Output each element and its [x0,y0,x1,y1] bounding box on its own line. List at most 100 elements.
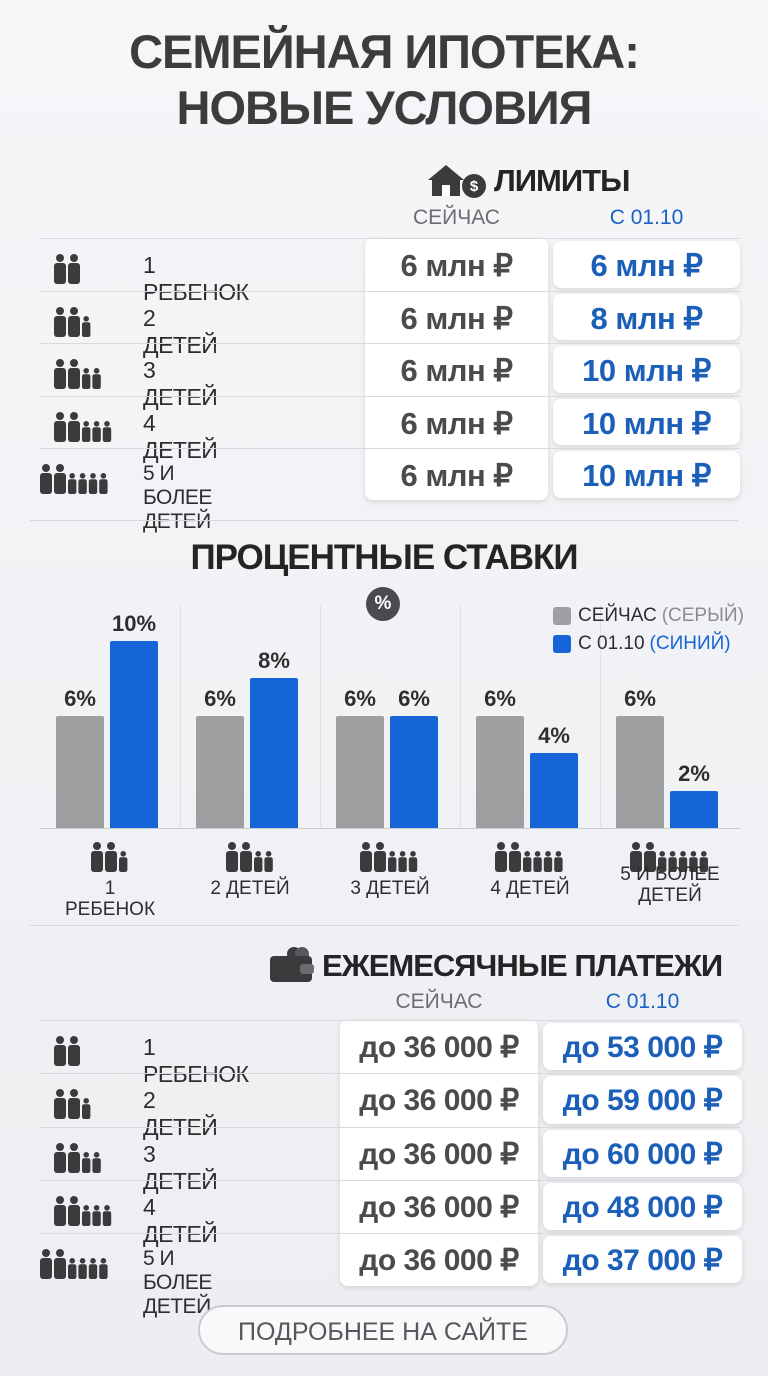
row-icon [38,456,112,499]
column-header: С 01.10 [609,206,684,229]
rates-chart: ПРОЦЕНТНЫЕ СТАВКИ% 6% 10% 1 РЕБЕНОК 6% 8% 2 ДЕ… [0,530,768,920]
group-divider [180,605,181,828]
value-label: 6% [624,685,656,711]
legend-swatch [553,635,571,653]
current-value: до 36 000 ₽ [359,1084,519,1118]
category-label: 2 ДЕТЕЙ [210,878,290,899]
legend-entry: С 01.10 (СИНИЙ) [578,633,731,655]
current-value: до 36 000 ₽ [359,1244,519,1278]
column-header: С 01.10 [605,990,680,1013]
category-label: 5 И БОЛЕЕ ДЕТЕЙ [620,864,720,906]
new-value-card [543,1076,742,1124]
category-label: 4 ДЕТЕЙ [490,878,570,899]
table-row [40,1179,740,1234]
family-icon [54,1195,112,1226]
table-row [40,343,740,397]
family-icon [360,842,418,872]
new-value-card [553,398,740,445]
bar [250,678,298,828]
table-row [40,238,740,292]
row-icon [52,1028,84,1071]
payments-title: ЕЖЕМЕСЯЧНЫЕ ПЛАТЕЖИ [322,948,723,983]
title-line: НОВЫЕ УСЛОВИЯ [176,81,593,134]
new-value: до 60 000 ₽ [562,1137,723,1171]
row-label: 2 ДЕТЕЙ [143,304,218,358]
group-divider [320,605,321,828]
limits-title: ЛИМИТЫ [494,163,630,198]
divider [30,925,738,926]
category-icon [600,836,740,877]
table-row [40,1020,740,1074]
family-icon [495,842,563,872]
legend-note: (СИНИЙ) [649,633,731,654]
badge: % [366,587,400,621]
category-icon [40,836,180,877]
value-label: 6% [204,685,236,711]
value-label: 6% [398,685,430,711]
house-icon: $ [428,165,486,198]
bar [670,790,718,828]
value-label: 2% [678,760,710,786]
details-button[interactable]: ПОДРОБНЕЕ НА САЙТЕ [198,1305,568,1355]
current-value: до 36 000 ₽ [359,1031,519,1064]
row-icon [52,1135,105,1178]
row-icon [52,351,105,394]
table-row [40,290,740,345]
chart-title: ПРОЦЕНТНЫЕ СТАВКИ [190,538,578,577]
new-value: до 53 000 ₽ [562,1031,723,1064]
current-value: 6 млн ₽ [400,353,513,388]
table-row [40,395,740,450]
table-row [40,1073,740,1127]
bar [110,641,158,828]
table-row [40,448,740,502]
column-header: СЕЙЧАС [395,990,483,1013]
row-icon [52,1188,115,1231]
new-value-card [543,1236,742,1284]
current-value: 6 млн ₽ [400,300,513,336]
row-label: 1 РЕБЕНОК [143,252,249,305]
column-header: СЕЙЧАС [413,206,500,229]
current-column [365,238,548,500]
family-icon [54,1089,91,1120]
new-value: 6 млн ₽ [590,248,703,283]
row-icon [38,1241,112,1284]
legend-name: СЕЙЧАС [578,605,657,626]
family-icon [40,1249,108,1280]
value-label: 10% [111,611,157,636]
row-icon [52,299,94,342]
new-value-card [553,451,740,498]
row-label: 4 ДЕТЕЙ [143,409,218,463]
new-value: 8 млн ₽ [590,300,703,336]
current-value: 6 млн ₽ [400,405,513,441]
value-label: 6% [344,685,376,711]
family-icon [54,411,112,442]
row-icon [52,404,115,447]
current-value: до 36 000 ₽ [359,1190,519,1224]
family-icon [54,254,80,284]
svg-text:$: $ [470,178,479,195]
group-divider [460,605,461,828]
new-value-card [543,1129,742,1177]
category-icon [460,836,600,877]
new-value-card [543,1023,742,1071]
value-label: 8% [258,648,290,674]
wallet-icon [270,947,314,982]
row-icon [52,246,84,289]
family-icon [54,306,91,337]
table-row [40,1233,740,1287]
current-value: 6 млн ₽ [400,458,513,493]
family-icon [90,842,128,872]
bar [476,715,524,828]
legend-swatch [553,607,571,625]
new-value: до 59 000 ₽ [562,1084,723,1118]
category-icon [180,836,320,877]
group-divider [600,605,601,828]
value-label: 4% [538,723,570,749]
title-line: СЕМЕЙНАЯ ИПОТЕКА: [129,25,640,78]
current-column [340,1020,538,1286]
table-row [40,1126,740,1181]
row-label: 3 ДЕТЕЙ [143,357,218,410]
family-icon [54,1142,101,1173]
